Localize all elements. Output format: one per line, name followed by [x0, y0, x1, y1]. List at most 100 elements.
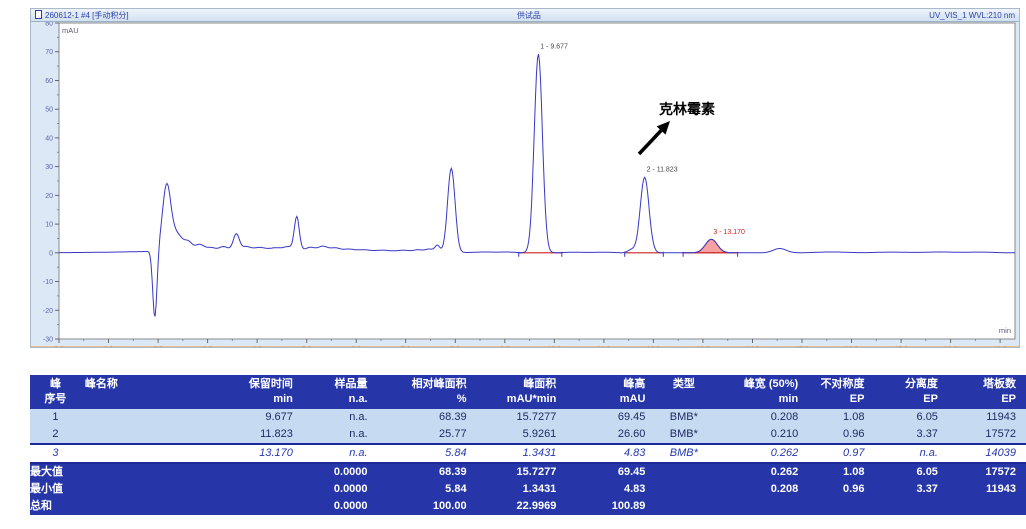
cell-no: 3	[30, 443, 81, 464]
col-header-relarea: 相对峰面积%	[377, 375, 477, 409]
summary-cell-type	[655, 498, 713, 515]
channel-title: UV_VIS_1 WVL:210 nm	[929, 10, 1015, 20]
cell-name	[80, 443, 218, 464]
peak-label: 3 - 13.170	[713, 229, 745, 236]
summary-cell-height: 100.89	[566, 498, 656, 515]
summary-cell-width: 0.262	[712, 463, 809, 481]
summary-label: 总和	[30, 498, 218, 515]
cell-name	[80, 409, 218, 426]
cell-asym: 1.08	[808, 409, 875, 426]
y-tick-label: 50	[45, 107, 53, 114]
col-header-height: 峰高 mAU	[566, 375, 656, 409]
summary-row[interactable]: 最小值 0.0000 5.84 1.3431 4.83 0.208 0.96 3.37 1194…	[30, 481, 1026, 498]
cell-asym: 0.97	[808, 443, 875, 464]
cell-width: 0.208	[712, 409, 809, 426]
col-header-area: 峰面积 mAU*min	[476, 375, 567, 409]
summary-cell-area: 1.3431	[476, 481, 567, 498]
peak-row-3[interactable]: 3 13.170 n.a. 5.84 1.3431 4.83 BMB* 0.262 0.97 n.…	[30, 443, 1026, 464]
summary-cell-plates	[947, 498, 1026, 515]
summary-cell-asym	[808, 498, 875, 515]
chromatogram-plot[interactable]: 0.01.02.03.04.05.06.07.08.09.010.011.012…	[31, 21, 1019, 347]
cell-relarea: 25.77	[377, 426, 477, 444]
peak-table-header: 峰序号 峰名称 保留时间 min 样品量 n.a. 相对峰面积% 峰面积 mAU*min 峰高 m…	[30, 375, 1026, 409]
cell-height: 69.45	[566, 409, 656, 426]
peak-label: 2 - 11.823	[647, 166, 678, 173]
cell-height: 26.60	[566, 426, 656, 444]
y-tick-label: 80	[45, 22, 53, 28]
summary-cell-height: 69.45	[566, 463, 656, 481]
cell-height: 4.83	[566, 443, 656, 464]
summary-cell-res: 6.05	[874, 463, 948, 481]
summary-cell-rt	[217, 463, 303, 481]
y-tick-label: 30	[45, 164, 53, 171]
y-tick-label: 20	[45, 193, 53, 200]
cell-type: BMB*	[655, 409, 713, 426]
summary-cell-width	[712, 498, 809, 515]
col-header-amount: 样品量 n.a.	[302, 375, 378, 409]
cell-rt: 11.823	[217, 426, 303, 444]
document-icon	[35, 9, 42, 19]
cell-no: 2	[30, 426, 81, 444]
col-header-plates: 塔板数 EP	[947, 375, 1026, 409]
cell-plates: 11943	[947, 409, 1026, 426]
y-tick-label: -30	[43, 337, 53, 344]
col-header-name: 峰名称	[80, 375, 218, 409]
sample-name-title: 供试品	[516, 10, 541, 20]
summary-cell-relarea: 100.00	[377, 498, 477, 515]
col-header-no: 峰序号	[30, 375, 81, 409]
header-row: 峰序号 峰名称 保留时间 min 样品量 n.a. 相对峰面积% 峰面积 mAU*min 峰高 m…	[30, 375, 1026, 409]
annotation-label: 克林霉素	[659, 101, 715, 117]
cell-amount: n.a.	[302, 409, 378, 426]
col-header-type: 类型	[655, 375, 713, 409]
cell-no: 1	[30, 409, 81, 426]
cell-width: 0.210	[712, 426, 809, 444]
cell-type: BMB*	[655, 426, 713, 444]
summary-cell-asym: 0.96	[808, 481, 875, 498]
cell-plates: 14039	[947, 443, 1026, 464]
cell-type: BMB*	[655, 443, 713, 464]
cell-area: 1.3431	[476, 443, 567, 464]
x-unit-label: min	[999, 326, 1011, 335]
cell-plates: 17572	[947, 426, 1026, 444]
chromatogram-trace	[59, 53, 1015, 317]
summary-row[interactable]: 总和 0.0000 100.00 22.9969 100.89	[30, 498, 1026, 515]
col-header-width: 峰宽 (50%) min	[712, 375, 809, 409]
summary-cell-area: 22.9969	[476, 498, 567, 515]
summary-cell-rt	[217, 481, 303, 498]
peak-row-1[interactable]: 1 9.677 n.a. 68.39 15.7277 69.45 BMB* 0.208 1.08…	[30, 409, 1026, 426]
y-tick-label: 70	[45, 49, 53, 56]
cell-relarea: 5.84	[377, 443, 477, 464]
summary-cell-amount: 0.0000	[302, 498, 378, 515]
summary-cell-amount: 0.0000	[302, 481, 378, 498]
chromatogram-panel: 260612-1 #4 [手动积分] 供试品 UV_VIS_1 WVL:210 …	[30, 8, 1020, 348]
y-tick-label: -20	[43, 308, 53, 315]
cell-width: 0.262	[712, 443, 809, 464]
peak-row-2[interactable]: 2 11.823 n.a. 25.77 5.9261 26.60 BMB* 0.210 0.96…	[30, 426, 1026, 444]
cell-relarea: 68.39	[377, 409, 477, 426]
summary-cell-relarea: 68.39	[377, 463, 477, 481]
injection-title-text: 260612-1 #4 [手动积分]	[45, 10, 129, 20]
col-header-rt: 保留时间 min	[217, 375, 303, 409]
summary-cell-relarea: 5.84	[377, 481, 477, 498]
summary-row[interactable]: 最大值 0.0000 68.39 15.7277 69.45 0.262 1.08 6.05 1…	[30, 463, 1026, 481]
peak-results-table: 峰序号 峰名称 保留时间 min 样品量 n.a. 相对峰面积% 峰面积 mAU*min 峰高 m…	[30, 375, 1026, 515]
cell-name	[80, 426, 218, 444]
cell-res: 3.37	[874, 426, 948, 444]
cell-rt: 9.677	[217, 409, 303, 426]
summary-cell-height: 4.83	[566, 481, 656, 498]
y-unit-label: mAU	[62, 26, 79, 35]
y-tick-label: 40	[45, 135, 53, 142]
cell-area: 15.7277	[476, 409, 567, 426]
cell-amount: n.a.	[302, 443, 378, 464]
cell-res: 6.05	[874, 409, 948, 426]
plot-area[interactable]	[58, 22, 1016, 340]
chromatogram-titlebar: 260612-1 #4 [手动积分] 供试品 UV_VIS_1 WVL:210 …	[31, 9, 1019, 22]
cell-res: n.a.	[874, 443, 948, 464]
summary-cell-res	[874, 498, 948, 515]
cell-asym: 0.96	[808, 426, 875, 444]
summary-cell-res: 3.37	[874, 481, 948, 498]
summary-cell-type	[655, 463, 713, 481]
y-tick-label: 10	[45, 222, 53, 229]
y-tick-label: -10	[43, 279, 53, 286]
annotation-arrow-shaft	[637, 129, 663, 156]
